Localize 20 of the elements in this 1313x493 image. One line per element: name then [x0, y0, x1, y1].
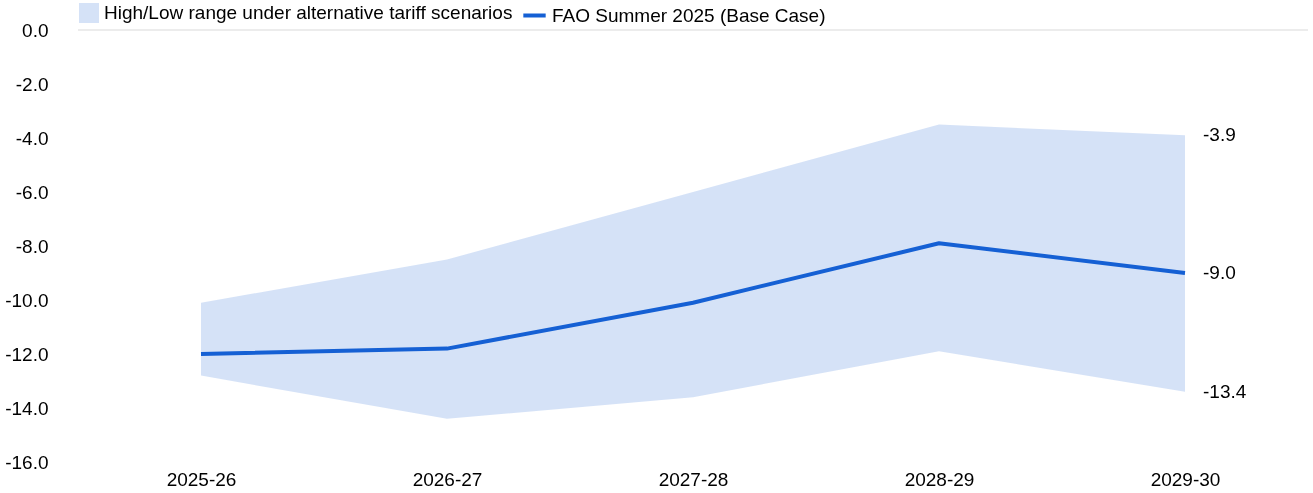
- x-tick-label: 2028-29: [904, 468, 975, 490]
- line-series: [199, 241, 1187, 356]
- legend-label: FAO Summer 2025 (Base Case): [552, 4, 826, 26]
- y-tick-label: -4.0: [15, 127, 49, 149]
- x-tick-label: 2029-30: [1150, 468, 1221, 490]
- data-label: -9.0: [1203, 262, 1236, 283]
- y-tick-label: -6.0: [15, 181, 49, 203]
- x-tick-label: 2027-28: [658, 468, 729, 490]
- text: High/Low range under alternative tariff scenarios: [104, 2, 513, 23]
- annotation: -13.4: [1203, 380, 1247, 402]
- y-tick-label: -8.0: [15, 235, 49, 257]
- y-tick-label: -16.0: [5, 451, 49, 473]
- y-tick-label: -10.0: [5, 289, 49, 311]
- annotation: -3.9: [1203, 124, 1236, 146]
- x-tick-label: 2026-27: [412, 468, 483, 490]
- y-tick-label: 0.0: [22, 19, 49, 41]
- y-tick-label: -2.0: [15, 73, 49, 95]
- y-tick-label: -12.0: [5, 343, 49, 365]
- x-tick-label: 2025-26: [166, 468, 237, 490]
- y-tick-label: -14.0: [5, 397, 49, 419]
